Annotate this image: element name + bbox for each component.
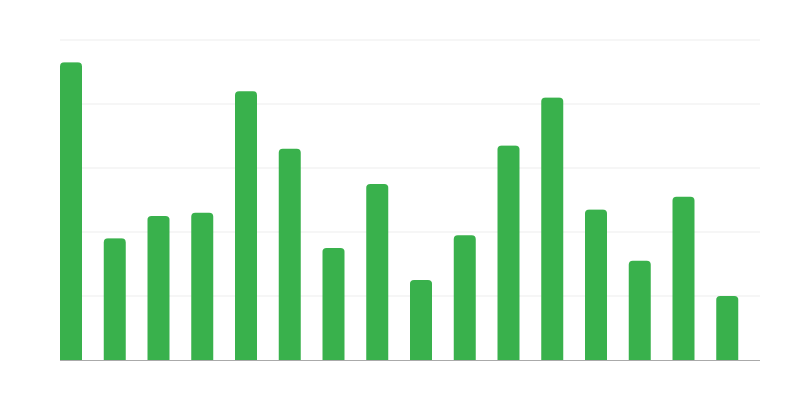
bar (322, 248, 345, 360)
bar (585, 209, 607, 360)
bar (628, 260, 651, 360)
bar (541, 97, 564, 360)
bar (278, 148, 301, 360)
bar (716, 296, 739, 360)
bar (672, 196, 695, 360)
bar (410, 280, 432, 360)
bar (235, 91, 257, 360)
bar (366, 184, 389, 360)
bar (60, 62, 82, 361)
bar (497, 145, 520, 360)
bar (103, 238, 126, 360)
bar (453, 235, 476, 360)
bar (191, 212, 214, 360)
bar (147, 216, 170, 360)
